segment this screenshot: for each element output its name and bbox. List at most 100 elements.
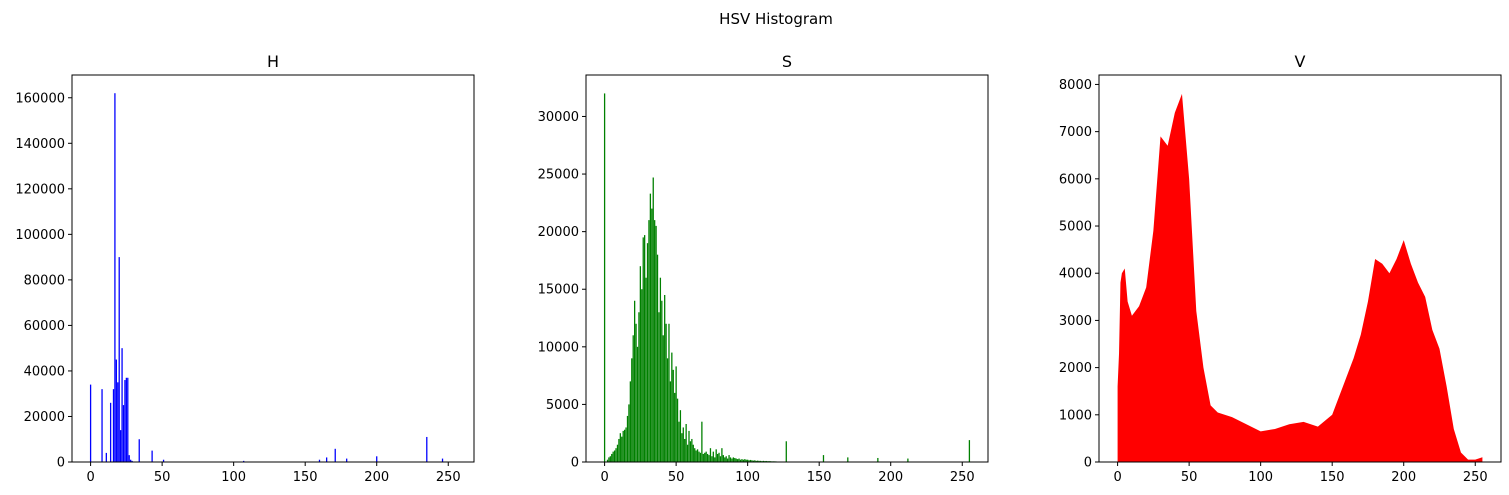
histogram-bar: [732, 457, 734, 462]
histogram-bar: [721, 448, 723, 462]
histogram-bar: [726, 458, 729, 462]
histogram-bar: [638, 312, 640, 462]
histogram-bar: [679, 410, 682, 462]
histogram-bar: [662, 335, 664, 462]
histogram-bar: [666, 358, 669, 462]
histogram-bar: [635, 323, 637, 462]
histogram-bar: [651, 208, 653, 462]
histogram-bar: [618, 438, 620, 462]
histogram-bar: [682, 427, 684, 462]
histogram-bar: [715, 449, 717, 462]
histogram-bar: [613, 450, 616, 462]
histogram-bar: [665, 323, 667, 462]
histogram-bar: [121, 348, 123, 462]
y-tick-label: 80000: [24, 273, 65, 288]
histogram-bar: [127, 377, 129, 462]
y-tick-label: 0: [1084, 456, 1092, 471]
histogram-bar: [655, 225, 657, 462]
y-tick-label: 8000: [1059, 78, 1092, 93]
histogram-bar: [698, 451, 700, 462]
histogram-bar: [334, 448, 336, 462]
histogram-bar: [656, 254, 659, 462]
histogram-bar: [968, 440, 971, 462]
histogram-bar: [728, 455, 730, 462]
histogram-bar: [725, 456, 727, 462]
axes-frame: [71, 74, 475, 463]
axes-frame: [1098, 74, 1502, 463]
histogram-bar: [695, 450, 697, 462]
histogram-bar: [606, 459, 609, 462]
histogram-bar: [748, 460, 750, 462]
y-tick-label: 0: [571, 456, 579, 471]
histogram-bar: [741, 459, 743, 462]
histogram-bar: [714, 457, 716, 462]
histogram-bar: [696, 449, 699, 462]
histogram-bar: [645, 277, 647, 462]
y-tick-label: 5000: [546, 398, 579, 413]
histogram-bar: [678, 421, 680, 462]
histogram-bar: [742, 459, 745, 462]
histogram-bar: [664, 294, 666, 462]
histogram-bar: [615, 448, 617, 462]
histogram-bar: [608, 457, 610, 462]
histogram-bar: [668, 323, 670, 462]
figure-title: HSV Histogram: [719, 10, 833, 28]
histogram-bar: [669, 381, 672, 462]
x-tick-label: 250: [1463, 470, 1488, 485]
histogram-bar: [724, 457, 726, 462]
panel-v: V 0 50 100 150 200 250 0 1000 2000 3000 4000 5000 600…: [1059, 52, 1502, 485]
histogram-bar: [151, 450, 153, 462]
y-tick-label: 100000: [15, 228, 65, 243]
y-tick-label: 120000: [15, 182, 65, 197]
histogram-bar: [648, 220, 650, 462]
x-tick-label: 50: [1181, 470, 1198, 485]
y-tick-label: 6000: [1059, 172, 1092, 187]
histogram-bar: [616, 444, 619, 462]
histogram-bar: [712, 451, 714, 462]
histogram-bar: [101, 389, 103, 462]
histogram-bar: [621, 436, 623, 462]
histogram-bar: [346, 458, 348, 462]
histogram-bar: [654, 220, 656, 462]
histogram-bar: [734, 457, 736, 462]
histogram-bar: [731, 458, 733, 462]
histogram-bar: [785, 441, 787, 462]
histogram-bar: [119, 430, 122, 462]
histogram-bar: [757, 460, 759, 462]
histogram-bar: [716, 453, 719, 462]
y-tick-label: 40000: [24, 364, 65, 379]
y-tick-label: 20000: [24, 410, 65, 425]
histogram-bar: [318, 459, 321, 462]
histogram-bar: [754, 460, 756, 462]
histogram-bar: [676, 398, 679, 462]
histogram-bar: [688, 430, 690, 462]
y-tick-label: 5000: [1059, 220, 1092, 235]
histogram-bar: [671, 352, 673, 462]
histogram-bar: [691, 438, 693, 462]
histogram-bar: [644, 235, 646, 462]
histogram-bar: [907, 458, 909, 462]
histogram-bar: [612, 451, 614, 462]
y-tick-label: 25000: [538, 168, 579, 183]
histogram-bar: [694, 448, 696, 462]
histogram-bar: [131, 460, 133, 462]
histogram-bar: [745, 459, 747, 462]
x-tick-label: 0: [1113, 470, 1121, 485]
histogram-bar: [758, 460, 760, 462]
axes-frame: [585, 74, 989, 463]
histogram-bar: [89, 384, 92, 462]
histogram-bar: [709, 448, 712, 462]
x-tick-label: 0: [86, 470, 94, 485]
y-tick-label: 140000: [15, 137, 65, 152]
histogram-bar: [762, 460, 765, 462]
histogram-bar: [138, 439, 140, 462]
histogram-bar: [625, 427, 627, 462]
histogram-bar: [117, 382, 119, 462]
histogram-bar: [628, 404, 630, 462]
histogram-bar: [609, 456, 611, 462]
histogram-bar: [130, 459, 132, 462]
histogram-bar: [626, 415, 629, 462]
histogram-bar: [701, 421, 703, 462]
histogram-bar: [755, 460, 757, 462]
histogram-bar: [705, 451, 707, 462]
